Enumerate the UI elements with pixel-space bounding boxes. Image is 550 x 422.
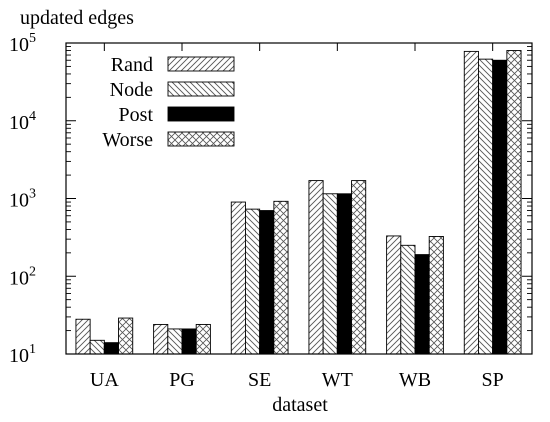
legend-swatch-rand <box>167 56 235 72</box>
x-axis-label: dataset <box>272 394 328 416</box>
y-tick-label: 105 <box>9 31 36 56</box>
y-tick-label: 103 <box>9 187 36 212</box>
bar-worse-wt <box>351 180 367 355</box>
bar-post-pg <box>181 328 197 355</box>
chart-title: updated edges <box>20 7 134 29</box>
x-tick-label-wt: WT <box>322 369 353 391</box>
y-tick-label: 102 <box>9 264 36 289</box>
bar-node-wb <box>400 244 416 355</box>
x-tick-label-sp: SP <box>482 369 504 391</box>
bar-rand-sp <box>463 50 479 355</box>
x-tick-label-wb: WB <box>399 369 431 391</box>
bar-worse-sp <box>506 50 522 355</box>
bar-node-sp <box>478 58 494 355</box>
legend-label-rand: Rand <box>111 54 153 76</box>
legend-swatch-worse <box>167 131 235 147</box>
y-tick-label: 101 <box>9 342 36 367</box>
legend-swatch-post <box>167 106 235 122</box>
legend-swatch-node <box>167 81 235 97</box>
legend: Rand Node Post Worse <box>102 54 235 151</box>
bar-node-pg <box>167 328 183 355</box>
bar-post-wb <box>414 254 430 355</box>
legend-label-worse: Worse <box>102 129 153 151</box>
y-tick-label: 104 <box>9 109 36 134</box>
bars-layer <box>75 50 522 355</box>
legend-label-post: Post <box>119 104 154 126</box>
bar-post-wt <box>336 193 352 355</box>
x-tick-label-pg: PG <box>169 369 195 391</box>
bar-post-se <box>259 210 275 355</box>
legend-label-node: Node <box>110 79 153 101</box>
x-tick-label-se: SE <box>248 369 271 391</box>
bar-rand-wb <box>386 235 402 355</box>
bar-node-wt <box>322 193 338 355</box>
bar-rand-wt <box>308 180 324 355</box>
x-tick-label-ua: UA <box>90 369 119 391</box>
bar-worse-pg <box>195 323 211 355</box>
bar-node-se <box>245 208 261 355</box>
bar-post-ua <box>103 342 119 355</box>
bar-rand-pg <box>153 323 169 355</box>
axes-layer: 101 102 103 104 105 UA PG SE WT WB SP <box>9 31 533 391</box>
bar-node-ua <box>89 339 105 355</box>
bar-post-sp <box>492 59 508 355</box>
bar-worse-se <box>273 200 289 355</box>
bar-rand-ua <box>75 318 91 355</box>
bar-rand-se <box>230 201 246 355</box>
bar-worse-wb <box>428 236 444 355</box>
bar-worse-ua <box>118 317 134 355</box>
